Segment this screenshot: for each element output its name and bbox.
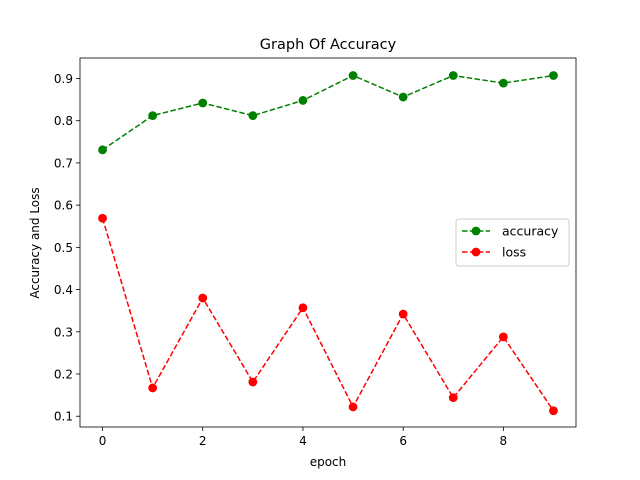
loss-point [248,377,258,387]
loss-point [448,393,458,403]
y-tick-label: 0.6 [54,199,73,213]
accuracy-point [248,111,258,121]
accuracy-line [102,74,554,151]
legend-loss-marker [471,247,481,257]
accuracy-point [348,71,358,80]
legend-loss-label: loss [502,245,526,260]
y-tick-label: 0.4 [54,283,73,297]
x-tick-label: 6 [399,434,407,448]
chart-title: Graph Of Accuracy [260,37,397,53]
y-tick-label: 0.8 [54,114,73,128]
loss-point [98,213,107,223]
loss-point [348,402,358,412]
accuracy-point [498,78,508,88]
loss-point [498,332,508,342]
legend: accuracy loss [455,218,570,267]
legend-accuracy-label: accuracy [502,224,559,239]
x-tick-label: 4 [299,434,307,448]
y-tick-label: 0.1 [54,410,73,424]
accuracy-point [549,71,558,80]
y-tick-label: 0.2 [54,368,73,382]
accuracy-point [398,92,408,102]
legend-frame [455,218,570,267]
accuracy-point [98,145,107,155]
y-tick-label: 0.5 [54,241,73,255]
loss-point [198,293,208,303]
y-tick-label: 0.3 [54,325,73,339]
loss-line [101,218,555,412]
y-tick-label: 0.9 [54,72,73,86]
accuracy-point [298,96,308,105]
y-tick-label: 0.7 [54,156,73,170]
axes-frame [79,57,577,428]
x-tick-label: 8 [500,434,508,448]
x-axis-title: epoch [310,455,347,469]
y-axis-title: Accuracy and Loss [28,187,42,298]
loss-point [398,309,408,319]
x-tick-label: 0 [99,434,107,448]
x-tick-label: 2 [199,434,207,448]
loss-point [298,303,308,313]
loss-point [549,406,558,416]
legend-accuracy-marker [471,226,481,236]
accuracy-point [148,111,158,121]
loss-point [148,383,158,393]
accuracy-point [448,71,458,80]
accuracy-point [198,98,208,108]
plot-area: 0 2 4 6 8 0.1 0.2 0.3 0.4 0.5 0.6 0.7 0.8 0.9 [54,57,577,448]
